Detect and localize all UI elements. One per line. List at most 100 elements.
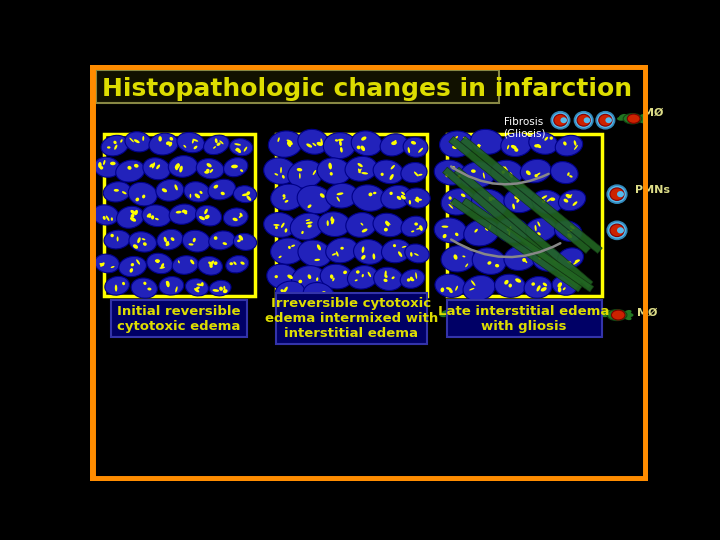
Ellipse shape xyxy=(526,312,533,318)
Ellipse shape xyxy=(329,240,331,244)
Ellipse shape xyxy=(544,309,563,321)
Ellipse shape xyxy=(534,174,538,178)
Ellipse shape xyxy=(546,259,551,262)
Ellipse shape xyxy=(330,178,332,180)
Ellipse shape xyxy=(336,153,340,154)
Ellipse shape xyxy=(495,274,526,298)
Ellipse shape xyxy=(354,240,359,242)
Ellipse shape xyxy=(132,282,137,286)
Ellipse shape xyxy=(378,239,380,243)
Ellipse shape xyxy=(541,246,544,253)
Ellipse shape xyxy=(366,194,369,198)
Ellipse shape xyxy=(390,192,393,195)
Ellipse shape xyxy=(567,233,572,238)
Ellipse shape xyxy=(539,256,541,260)
Ellipse shape xyxy=(441,310,449,315)
Ellipse shape xyxy=(368,272,371,277)
Ellipse shape xyxy=(114,135,117,138)
Ellipse shape xyxy=(235,195,240,198)
Ellipse shape xyxy=(318,298,323,302)
Ellipse shape xyxy=(169,137,173,140)
Ellipse shape xyxy=(330,217,333,221)
Ellipse shape xyxy=(569,191,571,196)
Ellipse shape xyxy=(415,198,422,201)
Ellipse shape xyxy=(461,193,465,197)
Ellipse shape xyxy=(455,190,458,191)
Ellipse shape xyxy=(318,154,320,157)
Ellipse shape xyxy=(504,246,536,271)
Ellipse shape xyxy=(313,266,318,268)
Ellipse shape xyxy=(462,255,465,258)
Ellipse shape xyxy=(358,163,363,167)
Ellipse shape xyxy=(508,206,513,212)
Ellipse shape xyxy=(537,221,540,227)
Ellipse shape xyxy=(528,132,558,154)
Ellipse shape xyxy=(307,274,310,279)
Ellipse shape xyxy=(125,132,151,152)
Ellipse shape xyxy=(404,188,431,208)
Ellipse shape xyxy=(269,131,302,157)
Ellipse shape xyxy=(168,248,173,254)
Ellipse shape xyxy=(490,234,495,239)
Ellipse shape xyxy=(363,150,369,153)
Ellipse shape xyxy=(387,226,389,230)
Ellipse shape xyxy=(315,284,318,286)
Ellipse shape xyxy=(335,220,338,224)
Ellipse shape xyxy=(449,289,453,293)
Ellipse shape xyxy=(416,227,421,230)
Ellipse shape xyxy=(419,165,422,171)
Ellipse shape xyxy=(381,185,411,209)
Ellipse shape xyxy=(537,223,541,225)
Ellipse shape xyxy=(361,228,367,232)
Ellipse shape xyxy=(418,148,423,153)
Ellipse shape xyxy=(208,179,235,200)
Ellipse shape xyxy=(162,188,167,192)
Ellipse shape xyxy=(328,163,332,170)
Ellipse shape xyxy=(563,287,566,290)
Bar xyxy=(276,134,427,296)
Ellipse shape xyxy=(212,289,219,292)
Ellipse shape xyxy=(566,244,570,249)
Ellipse shape xyxy=(336,197,340,201)
Ellipse shape xyxy=(343,271,347,274)
Ellipse shape xyxy=(250,268,253,274)
Text: Initial reversible
cytotoxic edema: Initial reversible cytotoxic edema xyxy=(117,305,241,333)
Text: Irreversible cytotoxic
edema intermixed with
interstitial edema: Irreversible cytotoxic edema intermixed … xyxy=(264,298,438,340)
Ellipse shape xyxy=(309,141,311,143)
Ellipse shape xyxy=(166,241,169,246)
Ellipse shape xyxy=(552,112,570,129)
Ellipse shape xyxy=(526,218,557,241)
Ellipse shape xyxy=(137,251,140,253)
Ellipse shape xyxy=(455,286,458,291)
Ellipse shape xyxy=(551,229,557,233)
Ellipse shape xyxy=(456,226,459,228)
Ellipse shape xyxy=(564,199,568,202)
Ellipse shape xyxy=(197,154,200,158)
Ellipse shape xyxy=(355,235,356,238)
Ellipse shape xyxy=(516,179,520,185)
Ellipse shape xyxy=(523,194,526,197)
Ellipse shape xyxy=(163,237,167,242)
Ellipse shape xyxy=(171,282,178,286)
Ellipse shape xyxy=(207,248,212,255)
Ellipse shape xyxy=(516,278,521,282)
Ellipse shape xyxy=(163,231,169,234)
Ellipse shape xyxy=(147,213,151,218)
Ellipse shape xyxy=(354,282,357,289)
Ellipse shape xyxy=(239,214,242,218)
Ellipse shape xyxy=(554,190,556,194)
Ellipse shape xyxy=(207,160,214,163)
Ellipse shape xyxy=(408,147,410,153)
Ellipse shape xyxy=(383,176,385,179)
Ellipse shape xyxy=(152,265,158,268)
Ellipse shape xyxy=(401,195,406,199)
Ellipse shape xyxy=(161,196,166,200)
Ellipse shape xyxy=(174,185,178,191)
Ellipse shape xyxy=(475,287,480,289)
Ellipse shape xyxy=(109,233,115,236)
Ellipse shape xyxy=(216,287,222,290)
Ellipse shape xyxy=(522,258,526,262)
Ellipse shape xyxy=(281,157,285,159)
Ellipse shape xyxy=(576,249,580,253)
Ellipse shape xyxy=(274,224,279,226)
